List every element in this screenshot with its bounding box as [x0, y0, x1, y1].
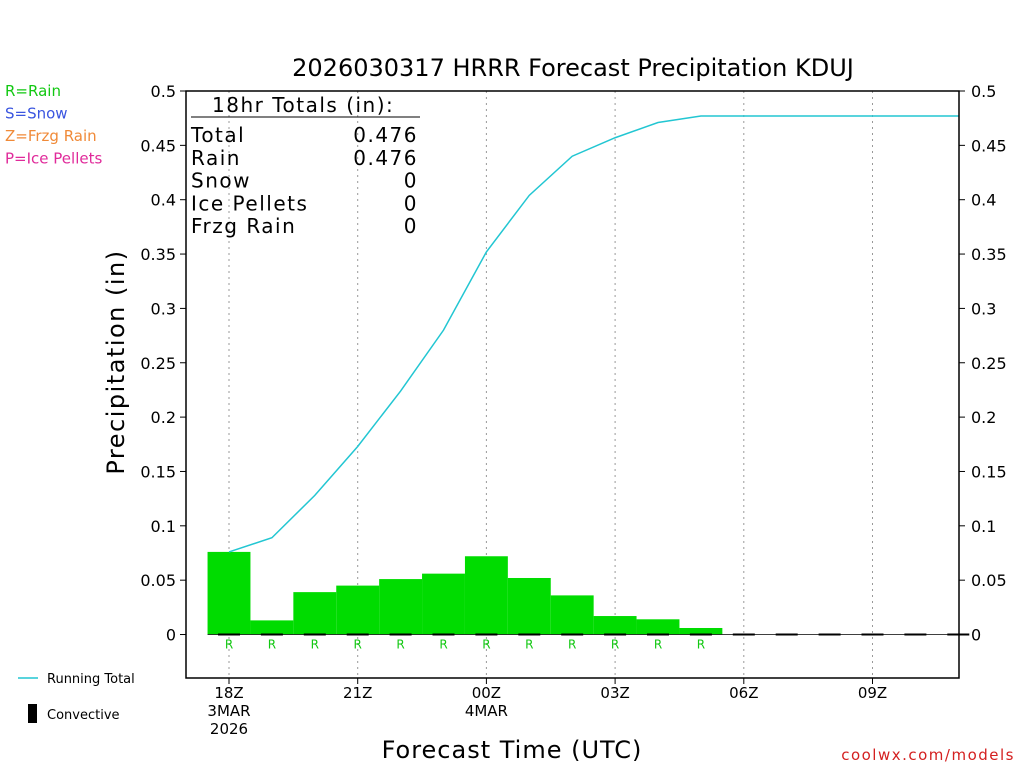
y-tick-label-left: 0.05	[140, 571, 176, 590]
precip-type-marker: R	[396, 638, 404, 652]
precip-legend-item: S=Snow	[5, 105, 68, 123]
totals-row-label: Snow	[191, 169, 251, 193]
y-tick-label-left: 0.2	[151, 408, 176, 427]
series-legend: Running Total Convective	[18, 672, 135, 723]
hourly-rain-bar	[336, 585, 380, 635]
y-tick-label-right: 0.3	[971, 299, 996, 318]
y-tick-label-right: 0.2	[971, 408, 996, 427]
y-tick-label-left: 0.45	[140, 136, 176, 155]
precip-type-marker: R	[697, 638, 705, 652]
precip-legend-item: P=Ice Pellets	[5, 150, 102, 168]
precip-type-legend: R=Rain S=Snow Z=Frzg Rain P=Ice Pellets	[5, 82, 102, 168]
convective-legend-label: Convective	[47, 708, 120, 723]
precip-type-marker: R	[225, 638, 233, 652]
chart-title: 2026030317 HRRR Forecast Precipitation K…	[292, 54, 854, 82]
totals-row-value: 0	[404, 191, 418, 215]
y-tick-label-left: 0	[166, 626, 176, 645]
precip-type-marker: R	[354, 638, 362, 652]
y-tick-label-right: 0	[971, 626, 981, 645]
vertical-grid	[228, 91, 873, 678]
y-tick-label-right: 0.05	[971, 571, 1007, 590]
precip-type-marker: R	[482, 638, 490, 652]
hourly-rain-bar	[550, 595, 594, 635]
x-tick-label: 06Z	[729, 684, 758, 702]
hourly-rain-bar	[250, 620, 294, 635]
y-tick-label-left: 0.15	[140, 462, 176, 481]
precip-type-marker: R	[654, 638, 662, 652]
precip-legend-item: R=Rain	[5, 82, 61, 100]
x-tick-label: 2026	[210, 720, 248, 738]
y-tick-label-right: 0.4	[971, 191, 996, 210]
hourly-rain-bar	[293, 592, 337, 635]
hourly-rain-bar	[464, 556, 508, 635]
totals-row-label: Frzg Rain	[191, 214, 296, 238]
precip-type-marker: R	[525, 638, 533, 652]
totals-row-value: 0.476	[353, 146, 418, 170]
hourly-rain-bar	[422, 573, 465, 635]
totals-row-value: 0.476	[353, 123, 418, 147]
x-tick-label: 21Z	[343, 684, 372, 702]
totals-box: 18hr Totals (in): Total 0.476 Rain 0.476 Sno…	[190, 93, 420, 238]
x-tick-label: 18Z	[214, 684, 243, 702]
hourly-rain-bar	[207, 551, 251, 635]
hourly-rain-bar	[379, 579, 423, 635]
x-tick-label: 03Z	[600, 684, 629, 702]
x-tick-label: 4MAR	[465, 702, 508, 720]
x-tick-label: 09Z	[858, 684, 887, 702]
totals-row-value: 0	[404, 169, 418, 193]
totals-row-value: 0	[404, 214, 418, 238]
y-axis-label: Precipitation (in)	[102, 249, 130, 474]
y-tick-label-right: 0.5	[971, 82, 996, 101]
totals-row-label: Ice Pellets	[191, 191, 308, 215]
hourly-rain-bar	[679, 627, 723, 635]
precip-type-marker: R	[439, 638, 447, 652]
credit-text: coolwx.com/models	[841, 746, 1015, 764]
precip-legend-item: Z=Frzg Rain	[5, 127, 97, 145]
y-tick-label-left: 0.3	[151, 299, 176, 318]
precip-type-marker: R	[611, 638, 619, 652]
y-tick-label-right: 0.25	[971, 354, 1007, 373]
y-tick-label-right: 0.35	[971, 245, 1007, 264]
y-tick-label-right: 0.15	[971, 462, 1007, 481]
precip-type-marker: R	[311, 638, 319, 652]
y-tick-label-right: 0.45	[971, 136, 1007, 155]
y-tick-label-left: 0.4	[151, 191, 176, 210]
hourly-rain-bar	[593, 616, 637, 635]
totals-row-label: Total	[190, 123, 245, 147]
totals-row-label: Rain	[191, 146, 241, 170]
hourly-rain-bar	[636, 619, 680, 635]
convective-legend-swatch	[28, 704, 37, 723]
precip-type-marker: R	[568, 638, 576, 652]
x-axis-label: Forecast Time (UTC)	[382, 736, 643, 764]
y-tick-label-right: 0.1	[971, 517, 996, 536]
totals-header: 18hr Totals (in):	[212, 93, 394, 117]
y-axis-right-ticks: 0 0.05 0.1 0.15 0.2 0.25 0.3 0.35 0.4 0.45 0.5	[959, 82, 1007, 645]
y-axis-left-ticks: 0 0.05 0.1 0.15 0.2 0.25 0.3 0.35 0.4 0.45 0.5	[140, 82, 186, 645]
precip-type-marker: R	[268, 638, 276, 652]
x-tick-label: 3MAR	[207, 702, 250, 720]
running-total-legend-label: Running Total	[47, 672, 135, 687]
hourly-bars	[207, 551, 723, 635]
y-tick-label-left: 0.25	[140, 354, 176, 373]
x-tick-label: 00Z	[472, 684, 501, 702]
y-tick-label-left: 0.5	[151, 82, 176, 101]
running-total-line	[228, 115, 959, 553]
y-tick-label-left: 0.1	[151, 517, 176, 536]
y-tick-label-left: 0.35	[140, 245, 176, 264]
plot-frame	[185, 90, 960, 679]
hourly-rain-bar	[507, 577, 551, 635]
